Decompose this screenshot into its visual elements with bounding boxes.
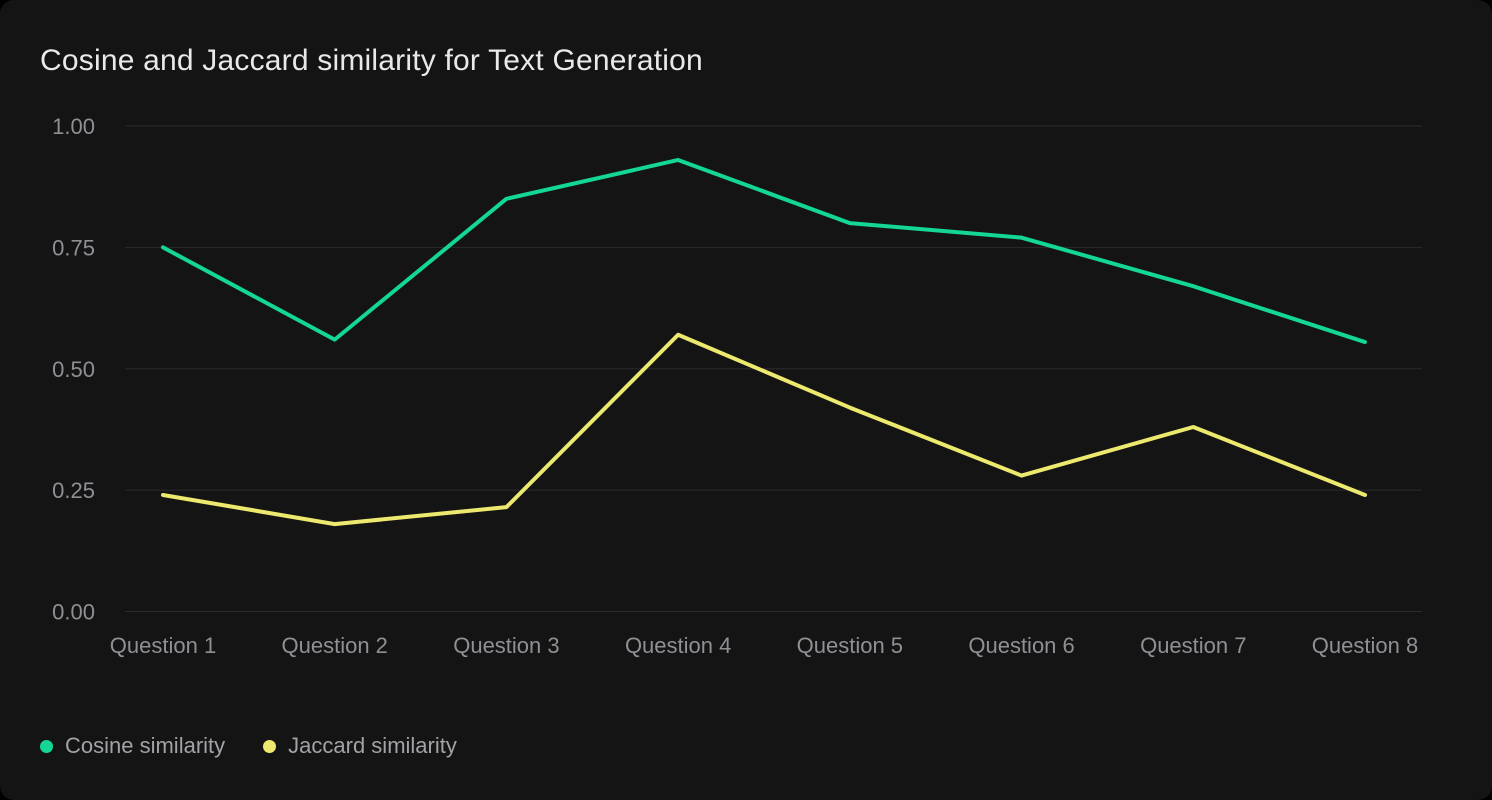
- x-tick-label: Question 3: [453, 633, 559, 658]
- y-tick-label: 0.00: [52, 600, 95, 625]
- x-tick-label: Question 7: [1140, 633, 1246, 658]
- x-tick-label: Question 5: [797, 633, 903, 658]
- x-tick-label: Question 6: [968, 633, 1074, 658]
- legend-marker-cosine-icon: [40, 739, 53, 753]
- legend-marker-jaccard-icon: [263, 739, 277, 753]
- chart-title: Cosine and Jaccard similarity for Text G…: [40, 44, 703, 77]
- legend-label-cosine: Cosine similarity: [65, 733, 226, 758]
- x-tick-label: Question 2: [282, 633, 388, 658]
- legend-item-jaccard-similarity[interactable]: Jaccard similarity: [263, 733, 457, 759]
- y-tick-label: 0.25: [52, 478, 95, 503]
- y-tick-label: 1.00: [52, 114, 95, 139]
- legend-label-jaccard: Jaccard similarity: [288, 733, 457, 758]
- x-tick-label: Question 4: [625, 633, 731, 658]
- x-tick-label: Question 8: [1312, 633, 1418, 658]
- series-line-cosine: [161, 157, 1367, 345]
- legend-item-cosine-similarity[interactable]: Cosine similarity: [40, 733, 225, 759]
- y-tick-label: 0.50: [52, 357, 95, 382]
- legend: Cosine similarity Jaccard similarity: [40, 733, 457, 759]
- x-tick-label: Question 1: [110, 633, 216, 658]
- y-tick-label: 0.75: [52, 235, 95, 260]
- series-line-jaccard: [161, 332, 1367, 527]
